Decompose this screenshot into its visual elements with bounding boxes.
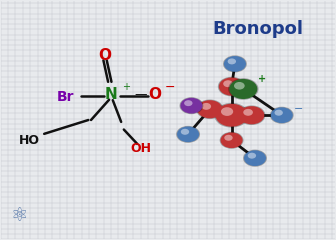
Circle shape — [214, 103, 249, 128]
Circle shape — [180, 98, 203, 114]
Text: Br: Br — [57, 90, 75, 104]
Circle shape — [179, 97, 203, 114]
Circle shape — [243, 150, 267, 167]
Circle shape — [229, 79, 257, 99]
Circle shape — [176, 126, 200, 143]
Circle shape — [224, 56, 246, 72]
Text: −: − — [294, 104, 303, 114]
Text: HO: HO — [18, 134, 40, 147]
Circle shape — [223, 55, 247, 72]
Circle shape — [271, 107, 293, 123]
Text: Bronopol: Bronopol — [213, 20, 304, 38]
Text: N: N — [105, 87, 118, 102]
Text: +: + — [122, 82, 130, 92]
Text: −: − — [164, 81, 175, 94]
Circle shape — [228, 78, 258, 100]
Circle shape — [202, 103, 211, 110]
Circle shape — [221, 107, 233, 116]
Text: O: O — [98, 48, 111, 63]
Circle shape — [219, 78, 244, 96]
Text: OH: OH — [131, 142, 152, 155]
Circle shape — [238, 105, 265, 125]
Circle shape — [184, 100, 193, 106]
Circle shape — [181, 129, 189, 135]
Circle shape — [177, 126, 199, 142]
Circle shape — [220, 132, 243, 148]
Circle shape — [270, 107, 294, 124]
Circle shape — [248, 153, 256, 159]
Circle shape — [243, 109, 253, 116]
Circle shape — [223, 80, 233, 87]
Text: —: — — [134, 88, 147, 101]
Circle shape — [227, 58, 236, 64]
Circle shape — [197, 100, 222, 118]
Text: ⚛: ⚛ — [10, 206, 28, 225]
Text: +: + — [258, 74, 266, 84]
Circle shape — [215, 104, 248, 127]
Circle shape — [239, 106, 264, 124]
Circle shape — [244, 150, 266, 166]
Circle shape — [275, 110, 283, 116]
Circle shape — [234, 82, 245, 90]
Circle shape — [224, 135, 233, 141]
Circle shape — [220, 132, 244, 149]
Text: O: O — [148, 87, 161, 102]
Circle shape — [218, 77, 245, 96]
Circle shape — [196, 99, 223, 119]
